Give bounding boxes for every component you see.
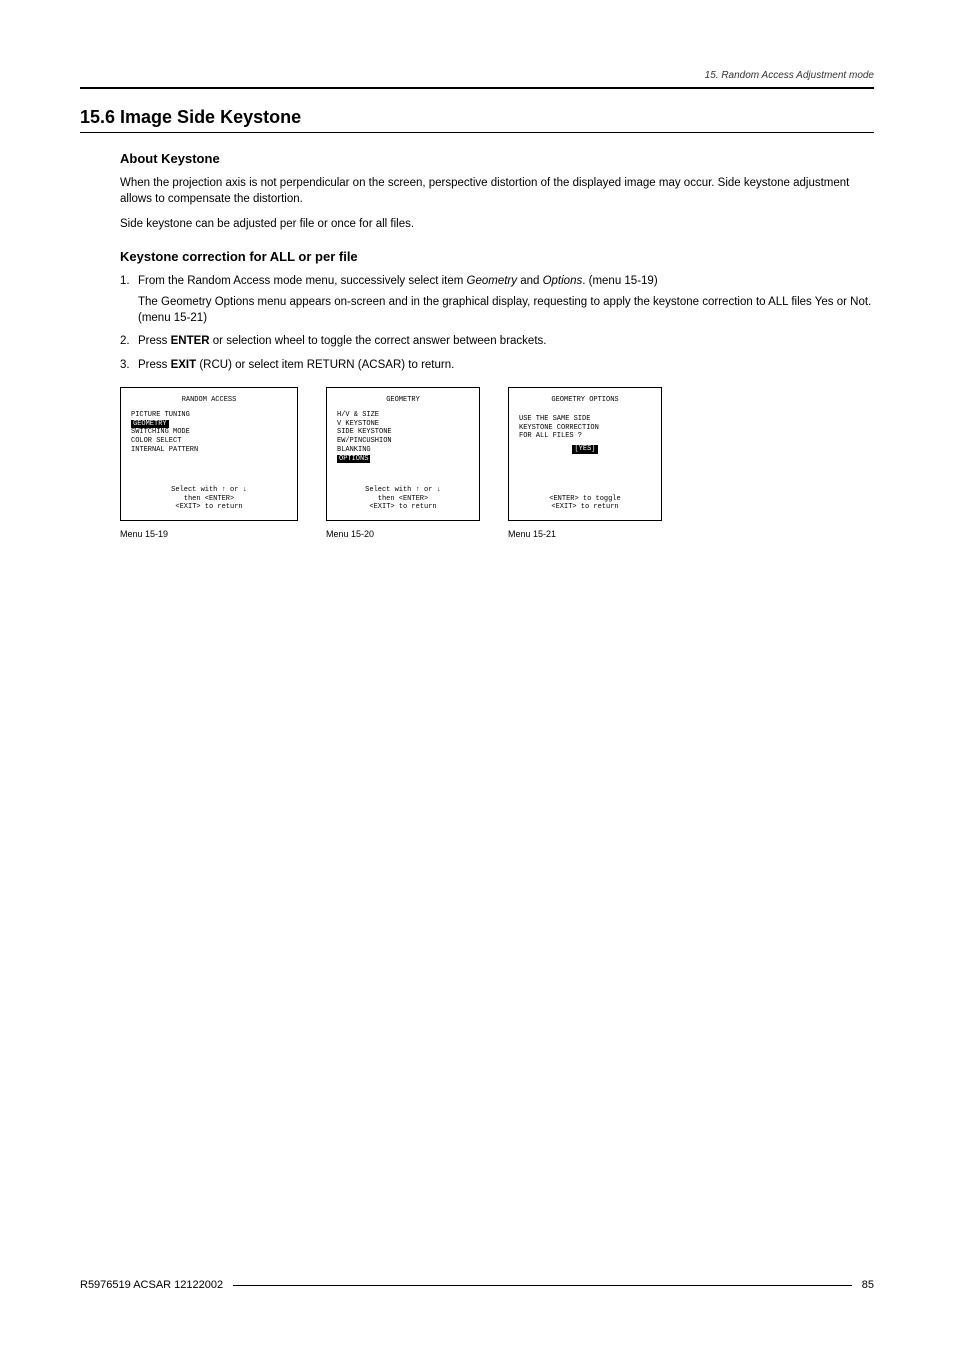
step-2: 2. Press ENTER or selection wheel to tog… xyxy=(120,334,874,350)
menu-item: SIDE KEYSTONE xyxy=(337,428,469,437)
menu-title: GEOMETRY xyxy=(337,396,469,405)
menu-20-col: GEOMETRY H/V & SIZE V KEYSTONE SIDE KEYS… xyxy=(326,387,480,539)
section-body: About Keystone When the projection axis … xyxy=(120,151,874,373)
footer-rule xyxy=(233,1285,852,1286)
menu-item: BLANKING xyxy=(337,446,469,455)
menu-item: COLOR SELECT xyxy=(131,437,287,446)
menu-hint: then <ENTER> xyxy=(337,495,469,504)
page: 15. Random Access Adjustment mode 15.6 I… xyxy=(0,0,954,1351)
step3-text-a: Press xyxy=(138,359,171,371)
step3-exit: EXIT xyxy=(171,359,197,371)
step1-sub: The Geometry Options menu appears on-scr… xyxy=(138,295,874,326)
menus-row: RANDOM ACCESS PICTURE TUNING GEOMETRY SW… xyxy=(120,387,874,539)
about-p2: Side keystone can be adjusted per file o… xyxy=(120,217,874,233)
menu-highlight: GEOMETRY xyxy=(131,420,169,429)
menu-19-col: RANDOM ACCESS PICTURE TUNING GEOMETRY SW… xyxy=(120,387,298,539)
page-footer: R5976519 ACSAR 12122002 85 xyxy=(80,1279,874,1291)
top-rule xyxy=(80,87,874,89)
menu-hint: <ENTER> to toggle xyxy=(519,495,651,504)
menu-caption: Menu 15-19 xyxy=(120,529,298,539)
step1-text-a: From the Random Access mode menu, succes… xyxy=(138,275,467,287)
step-body: From the Random Access mode menu, succes… xyxy=(138,274,874,327)
step-body: Press EXIT (RCU) or select item RETURN (… xyxy=(138,358,874,374)
steps-list: 1. From the Random Access mode menu, suc… xyxy=(120,274,874,374)
menu-item: EW/PINCUSHION xyxy=(337,437,469,446)
step-body: Press ENTER or selection wheel to toggle… xyxy=(138,334,874,350)
menu-item: V KEYSTONE xyxy=(337,420,469,429)
menu-21-box: GEOMETRY OPTIONS USE THE SAME SIDE KEYST… xyxy=(508,387,662,521)
menu-hint: <EXIT> to return xyxy=(519,503,651,512)
menu-text: USE THE SAME SIDE xyxy=(519,415,651,424)
menu-19-box: RANDOM ACCESS PICTURE TUNING GEOMETRY SW… xyxy=(120,387,298,521)
menu-caption: Menu 15-20 xyxy=(326,529,480,539)
step3-text-b: (RCU) or select item RETURN (ACSAR) to r… xyxy=(196,359,454,371)
menu-item-highlight: OPTIONS xyxy=(337,455,469,464)
menu-text: FOR ALL FILES ? xyxy=(519,432,651,441)
correction-heading: Keystone correction for ALL or per file xyxy=(120,249,874,264)
step1-geometry: Geometry xyxy=(467,275,518,287)
menu-title: GEOMETRY OPTIONS xyxy=(519,396,651,405)
page-number: 85 xyxy=(862,1279,874,1291)
menu-item: SWITCHING MODE xyxy=(131,428,287,437)
step-3: 3. Press EXIT (RCU) or select item RETUR… xyxy=(120,358,874,374)
menu-text: KEYSTONE CORRECTION xyxy=(519,424,651,433)
footer-left: R5976519 ACSAR 12122002 xyxy=(80,1279,223,1291)
menu-21-col: GEOMETRY OPTIONS USE THE SAME SIDE KEYST… xyxy=(508,387,662,539)
section-title: 15.6 Image Side Keystone xyxy=(80,107,874,133)
step1-text-c: . (menu 15-19) xyxy=(582,275,657,287)
menu-hint: then <ENTER> xyxy=(131,495,287,504)
menu-value-highlight: [YES] xyxy=(519,445,651,454)
step-1: 1. From the Random Access mode menu, suc… xyxy=(120,274,874,327)
step2-text-b: or selection wheel to toggle the correct… xyxy=(210,335,547,347)
about-p1: When the projection axis is not perpendi… xyxy=(120,176,874,207)
menu-hint: Select with ↑ or ↓ xyxy=(337,486,469,495)
about-heading: About Keystone xyxy=(120,151,874,166)
step2-text-a: Press xyxy=(138,335,171,347)
menu-caption: Menu 15-21 xyxy=(508,529,662,539)
step1-options: Options xyxy=(543,275,583,287)
step1-text-b: and xyxy=(517,275,543,287)
chapter-header: 15. Random Access Adjustment mode xyxy=(80,70,874,81)
step2-enter: ENTER xyxy=(171,335,210,347)
menu-item: PICTURE TUNING xyxy=(131,411,287,420)
menu-title: RANDOM ACCESS xyxy=(131,396,287,405)
step-number: 1. xyxy=(120,274,138,327)
step-number: 2. xyxy=(120,334,138,350)
menu-hint: <EXIT> to return xyxy=(131,503,287,512)
menu-highlight: [YES] xyxy=(572,445,597,454)
menu-item-highlight: GEOMETRY xyxy=(131,420,287,429)
step-number: 3. xyxy=(120,358,138,374)
menu-20-box: GEOMETRY H/V & SIZE V KEYSTONE SIDE KEYS… xyxy=(326,387,480,521)
menu-highlight: OPTIONS xyxy=(337,455,370,464)
menu-hint: <EXIT> to return xyxy=(337,503,469,512)
menu-item: H/V & SIZE xyxy=(337,411,469,420)
menu-hint: Select with ↑ or ↓ xyxy=(131,486,287,495)
menu-item: INTERNAL PATTERN xyxy=(131,446,287,455)
